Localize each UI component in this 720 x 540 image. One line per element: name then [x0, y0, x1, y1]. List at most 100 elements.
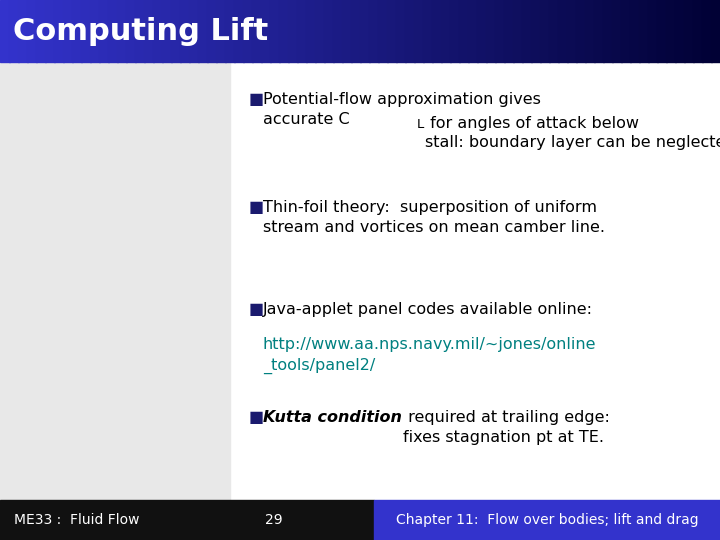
Bar: [270, 0, 281, 62]
Text: Thin-foil theory:  superposition of uniform
stream and vortices on mean camber l: Thin-foil theory: superposition of unifo…: [263, 200, 605, 234]
Bar: [630, 0, 641, 62]
Bar: [585, 0, 595, 62]
Bar: [18, 0, 29, 62]
Bar: [549, 0, 559, 62]
Bar: [198, 0, 209, 62]
Bar: [225, 0, 235, 62]
Bar: [441, 0, 451, 62]
Bar: [117, 0, 127, 62]
Bar: [162, 0, 173, 62]
Bar: [252, 0, 262, 62]
Bar: [477, 0, 487, 62]
Text: ■: ■: [248, 302, 264, 318]
Bar: [207, 0, 217, 62]
Bar: [576, 0, 586, 62]
Bar: [351, 0, 361, 62]
Bar: [306, 0, 317, 62]
Bar: [0, 0, 11, 62]
Text: Potential-flow approximation gives
accurate C: Potential-flow approximation gives accur…: [263, 92, 541, 126]
Bar: [27, 0, 37, 62]
Bar: [81, 0, 91, 62]
Bar: [315, 0, 325, 62]
Text: Kutta condition: Kutta condition: [263, 410, 402, 426]
Bar: [558, 0, 569, 62]
Bar: [342, 0, 353, 62]
Bar: [63, 0, 73, 62]
Text: Computing Lift: Computing Lift: [13, 17, 269, 45]
Bar: [531, 0, 541, 62]
Bar: [36, 0, 46, 62]
Bar: [666, 0, 677, 62]
Text: Chapter 11:  Flow over bodies; lift and drag: Chapter 11: Flow over bodies; lift and d…: [396, 513, 698, 526]
Bar: [594, 0, 604, 62]
Bar: [414, 0, 424, 62]
Bar: [495, 0, 505, 62]
Bar: [693, 0, 703, 62]
Bar: [432, 0, 442, 62]
Text: Java-applet panel codes available online:: Java-applet panel codes available online…: [263, 302, 593, 318]
Bar: [189, 0, 199, 62]
Text: ■: ■: [248, 200, 264, 215]
Bar: [423, 0, 433, 62]
Bar: [621, 0, 631, 62]
Bar: [657, 0, 667, 62]
Bar: [387, 0, 397, 62]
Bar: [54, 0, 65, 62]
Bar: [9, 0, 19, 62]
Text: required at trailing edge:
fixes stagnation pt at TE.: required at trailing edge: fixes stagnat…: [403, 410, 610, 445]
Bar: [297, 0, 307, 62]
Text: 29: 29: [265, 513, 282, 526]
Bar: [639, 0, 649, 62]
Bar: [522, 0, 532, 62]
Bar: [108, 0, 119, 62]
Bar: [513, 0, 523, 62]
Text: for angles of attack below
stall: boundary layer can be neglected.: for angles of attack below stall: bounda…: [425, 116, 720, 150]
Bar: [243, 0, 253, 62]
Bar: [45, 0, 55, 62]
Bar: [360, 0, 370, 62]
Bar: [468, 0, 478, 62]
Bar: [0, 62, 720, 500]
Bar: [486, 0, 497, 62]
Bar: [279, 0, 289, 62]
Bar: [396, 0, 407, 62]
Bar: [180, 0, 190, 62]
Bar: [261, 0, 271, 62]
Bar: [0, 62, 230, 500]
Bar: [333, 0, 343, 62]
Bar: [684, 0, 694, 62]
Bar: [0, 500, 374, 540]
Bar: [612, 0, 622, 62]
Bar: [450, 0, 461, 62]
Text: http://www.aa.nps.navy.mil/~jones/online
_tools/panel2/: http://www.aa.nps.navy.mil/~jones/online…: [263, 338, 596, 374]
Bar: [99, 0, 109, 62]
Bar: [405, 0, 415, 62]
Bar: [504, 0, 514, 62]
Bar: [648, 0, 658, 62]
Bar: [216, 0, 226, 62]
Bar: [288, 0, 299, 62]
Text: ■: ■: [248, 410, 264, 426]
Bar: [374, 500, 720, 540]
Bar: [675, 0, 685, 62]
Bar: [135, 0, 145, 62]
Bar: [567, 0, 577, 62]
Bar: [369, 0, 379, 62]
Bar: [459, 0, 469, 62]
Text: ME33 :  Fluid Flow: ME33 : Fluid Flow: [14, 513, 140, 526]
Bar: [702, 0, 712, 62]
Bar: [171, 0, 181, 62]
Bar: [711, 0, 720, 62]
Bar: [603, 0, 613, 62]
Text: ■: ■: [248, 92, 264, 107]
Bar: [90, 0, 101, 62]
Bar: [72, 0, 82, 62]
Bar: [324, 0, 334, 62]
Bar: [153, 0, 163, 62]
Bar: [378, 0, 389, 62]
Text: L: L: [417, 118, 424, 131]
Bar: [540, 0, 550, 62]
Bar: [144, 0, 154, 62]
Bar: [234, 0, 245, 62]
Bar: [126, 0, 137, 62]
